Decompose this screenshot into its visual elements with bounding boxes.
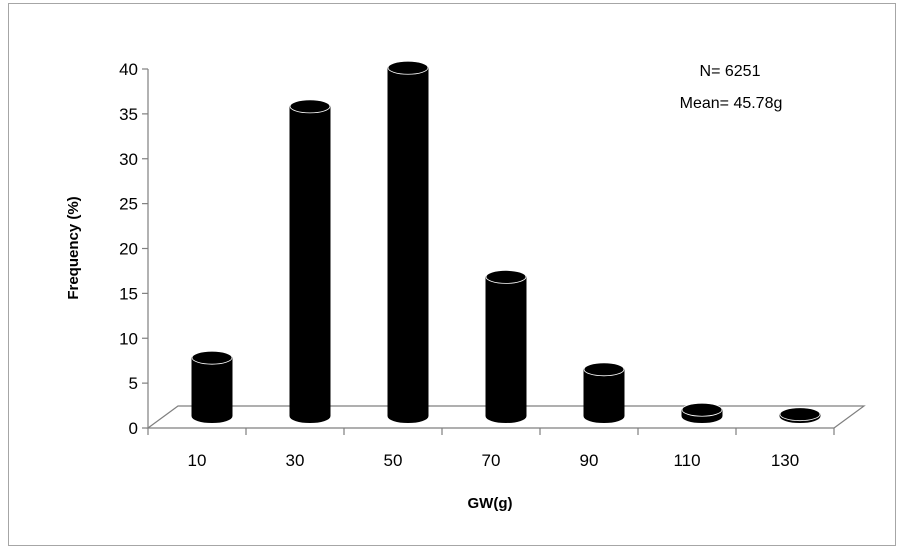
x-tick-label: 130 <box>771 451 799 470</box>
y-axis-title: Frequency (%) <box>65 196 82 299</box>
bar-body <box>289 105 331 423</box>
y-tick-label: 15 <box>119 284 138 303</box>
bar-body <box>583 368 625 423</box>
y-tick-label: 25 <box>119 195 138 214</box>
y-axis <box>142 68 149 429</box>
bar <box>681 402 723 423</box>
bar-top <box>191 350 233 365</box>
bar-top <box>583 362 625 377</box>
annotation-n: N= 6251 <box>700 63 761 80</box>
x-axis <box>147 428 835 435</box>
chart-frame <box>8 3 896 546</box>
bar-top <box>681 402 723 417</box>
bar-top <box>485 269 527 284</box>
y-tick-label: 30 <box>119 150 138 169</box>
y-tick-label: 5 <box>129 374 138 393</box>
bar-top <box>779 407 821 422</box>
y-tick-label: 40 <box>119 60 138 79</box>
bar-top <box>289 99 331 114</box>
y-tick-label: 10 <box>119 329 138 348</box>
x-tick-label: 70 <box>482 451 501 470</box>
tick-labels: 0 5 10 15 20 25 30 35 40 10 30 50 70 90 110 130 <box>119 60 799 470</box>
bar <box>485 269 527 423</box>
bar <box>191 350 233 423</box>
x-tick-label: 110 <box>673 451 700 470</box>
bar <box>583 362 625 423</box>
y-tick-label: 20 <box>119 240 138 259</box>
annotation-mean: Mean= 45.78g <box>680 95 783 112</box>
y-tick-label: 35 <box>119 105 138 124</box>
x-axis-title: GW(g) <box>468 495 513 512</box>
x-tick-label: 50 <box>384 451 403 470</box>
bar-body <box>191 357 233 423</box>
x-tick-label: 10 <box>188 451 207 470</box>
bar-top <box>387 60 429 75</box>
bar <box>779 407 821 423</box>
bars <box>191 60 821 423</box>
x-tick-label: 30 <box>286 451 305 470</box>
bar-body <box>485 276 527 423</box>
x-tick-label: 90 <box>580 451 599 470</box>
bar <box>289 99 331 423</box>
bar <box>387 60 429 423</box>
bar-body <box>387 67 429 423</box>
y-tick-label: 0 <box>129 419 138 438</box>
